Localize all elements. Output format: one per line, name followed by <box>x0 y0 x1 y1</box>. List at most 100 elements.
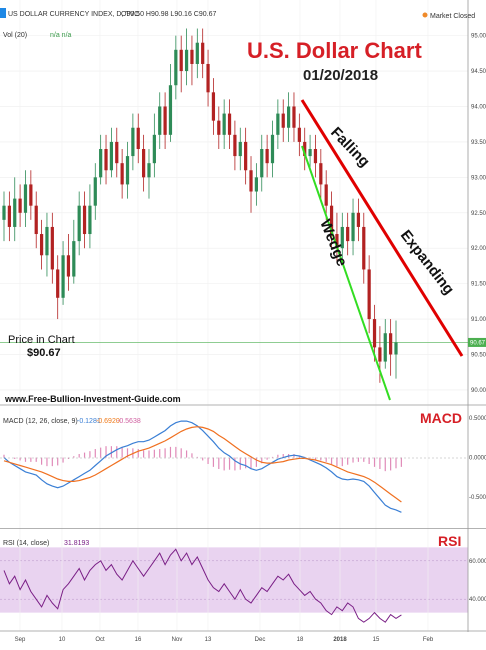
candle-body <box>367 269 371 320</box>
candle-body <box>115 141 119 164</box>
candle-body <box>61 255 65 298</box>
candle-body <box>378 347 382 362</box>
price-tick-label: 93.00 <box>471 175 486 181</box>
candle-body <box>29 184 33 206</box>
time-tick-label: 15 <box>373 637 380 643</box>
candle-body <box>77 205 81 242</box>
time-tick-label: Feb <box>423 637 434 643</box>
candle-body <box>136 127 140 149</box>
macd-indicator-label: MACD (12, 26, close, 9) <box>3 418 78 425</box>
candle-body <box>195 42 199 64</box>
candle-body <box>18 198 22 213</box>
candle-body <box>313 149 318 164</box>
time-tick-label: Nov <box>172 637 183 643</box>
candle-body <box>346 226 350 242</box>
candle-body <box>125 156 130 185</box>
chart-date: 01/20/2018 <box>303 67 378 84</box>
candle-body <box>168 85 173 135</box>
price-tick-label: 95.00 <box>471 34 486 40</box>
symbol-label: US DOLLAR CURRENCY INDEX, D, TVC <box>8 11 139 18</box>
price-tick-label: 90.50 <box>471 352 486 358</box>
candle-body <box>260 149 264 178</box>
macd-panel <box>0 406 468 527</box>
rsi-line <box>3 548 402 623</box>
candle-body <box>50 226 54 270</box>
candle-body <box>265 149 269 164</box>
rsi-tick-label: 40.0000 <box>469 597 486 603</box>
candle-body <box>174 49 178 86</box>
candle-body <box>297 127 301 142</box>
time-tick-label: 16 <box>135 637 142 643</box>
price-tick-label: 90.00 <box>471 388 486 394</box>
candle-body <box>292 106 296 128</box>
candle-body <box>104 149 108 171</box>
macd-tick-label: 0.5000 <box>469 416 486 422</box>
candle-body <box>324 184 328 206</box>
symbol-marker <box>0 8 6 18</box>
candle-body <box>66 255 71 277</box>
candle-body <box>217 120 221 135</box>
candle-body <box>233 134 237 157</box>
candle-body <box>147 163 151 178</box>
signal-line <box>3 426 402 503</box>
wedge-trendline <box>301 145 391 401</box>
candle-body <box>211 92 216 121</box>
rsi-value: 31.8193 <box>64 540 89 547</box>
candle-body <box>93 177 97 206</box>
candle-body <box>319 163 323 185</box>
candle-body <box>152 134 156 164</box>
signal-value: -0.6920 <box>96 418 120 425</box>
time-tick-label: Dec <box>255 637 266 643</box>
candle-body <box>270 134 275 164</box>
candle-body <box>249 170 253 192</box>
candle-body <box>88 205 92 235</box>
candle-body <box>201 42 205 64</box>
last-price-tag <box>468 337 486 347</box>
histogram-value: -0.5638 <box>117 418 141 425</box>
volume-label: Vol (20) <box>3 32 27 39</box>
candles <box>2 28 398 383</box>
candle-body <box>362 226 366 270</box>
candle-body <box>13 198 17 227</box>
time-tick-label: 10 <box>59 637 66 643</box>
price-tick-label: 93.50 <box>471 140 486 146</box>
candle-body <box>56 269 60 298</box>
candle-body <box>351 212 355 242</box>
candle-body <box>23 184 28 213</box>
candle-body <box>34 205 38 235</box>
price-tick-label: 91.50 <box>471 282 486 288</box>
candle-body <box>190 49 194 64</box>
candle-body <box>45 226 49 256</box>
candle-body <box>131 127 135 157</box>
falling-trendline <box>300 99 464 357</box>
candle-body <box>303 141 307 157</box>
macd-tick-label: -0.5000 <box>469 495 486 501</box>
time-tick-label: 18 <box>297 637 304 643</box>
candle-body <box>394 342 398 355</box>
candle-body <box>335 234 339 249</box>
candle-body <box>238 141 242 157</box>
candle-body <box>329 205 334 235</box>
candle-body <box>184 49 189 72</box>
candle-body <box>286 106 291 128</box>
candle-body <box>244 141 248 171</box>
candle-body <box>206 63 210 93</box>
candle-body <box>82 205 87 235</box>
price-value: $90.67 <box>27 347 61 359</box>
candle-body <box>340 226 344 249</box>
candle-body <box>72 241 76 277</box>
candle-body <box>142 149 146 178</box>
price-caption: Price in Chart <box>8 334 75 346</box>
price-tick-label: 94.50 <box>471 69 486 75</box>
time-tick-label: 13 <box>205 637 212 643</box>
candle-body <box>308 149 312 157</box>
time-tick-label: Oct <box>95 637 105 643</box>
candle-body <box>227 113 232 135</box>
candle-body <box>7 205 11 227</box>
candle-body <box>163 106 167 135</box>
macd-histogram <box>3 446 402 472</box>
candle-body <box>372 319 377 348</box>
macd-axis-ticks: 0.5000 0.0000 -0.5000 <box>469 416 486 501</box>
